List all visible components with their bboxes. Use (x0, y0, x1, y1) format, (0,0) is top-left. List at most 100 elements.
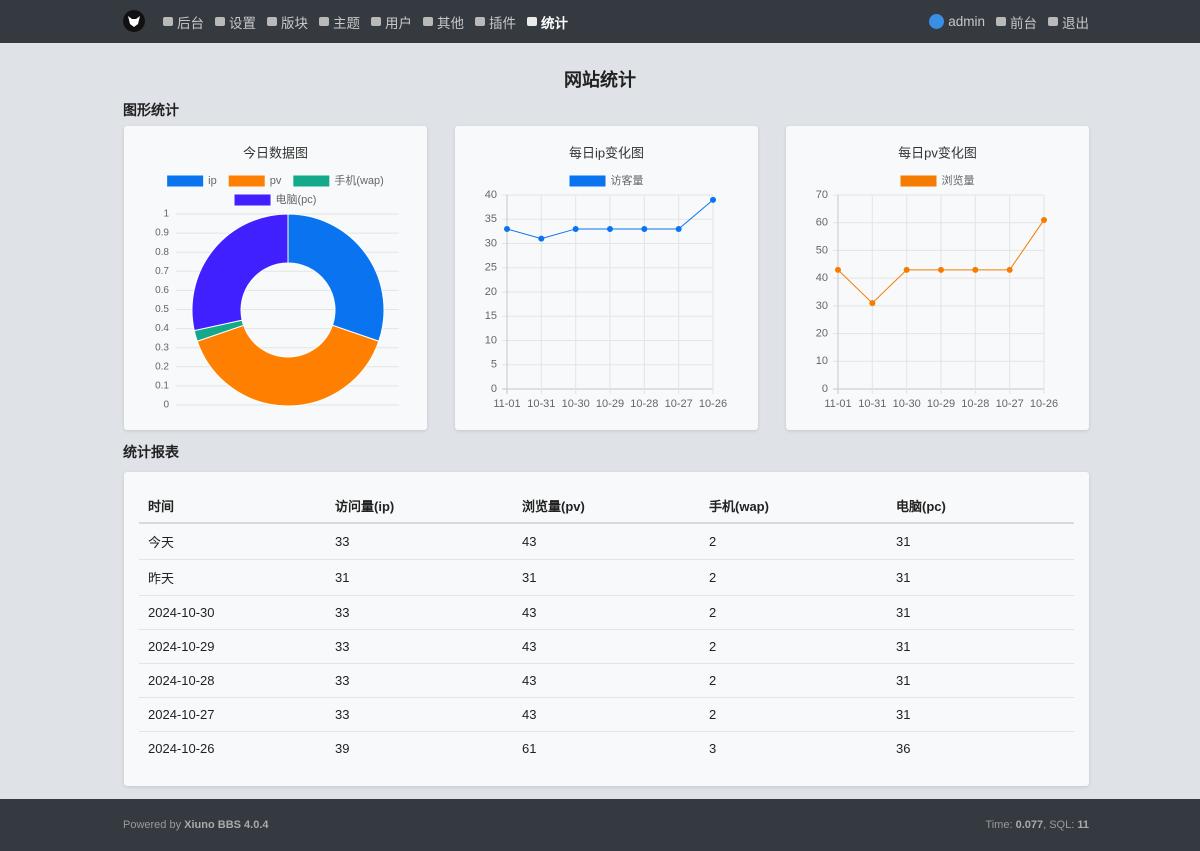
donut-segment (191, 213, 289, 332)
table-row: 2024-10-30 33 43 2 31 (139, 595, 1074, 630)
nav-link[interactable]: admin (929, 14, 985, 29)
x-tick-label: 10-26 (699, 398, 727, 410)
page-title: 网站统计 (564, 70, 636, 90)
nav-link[interactable]: 设置 (215, 12, 256, 32)
nav-link[interactable]: 其他 (423, 12, 464, 32)
data-point (710, 196, 716, 203)
column-header: 电脑(pc) (887, 488, 1074, 524)
table-cell: 36 (896, 741, 911, 756)
y-tick-label: 15 (485, 310, 497, 322)
y-tick-label: 0.3 (155, 342, 169, 353)
table-cell: 33 (326, 629, 513, 664)
table-row: 2024-10-29 33 43 2 31 (139, 629, 1074, 664)
y-tick-label: 0.5 (155, 304, 169, 315)
data-point (938, 266, 944, 273)
legend-swatch (569, 175, 606, 187)
nav-link[interactable]: 统计 (527, 12, 568, 32)
y-tick-label: 70 (816, 189, 828, 201)
nav-link[interactable]: 前台 (996, 12, 1037, 32)
table-cell: 2024-10-28 (139, 663, 326, 698)
nav-link[interactable]: 插件 (475, 12, 516, 32)
nav-right: admin 前台 退出 (918, 0, 1089, 43)
nav-text: 用户 (385, 15, 412, 31)
table-cell: 2 (700, 629, 887, 664)
nav-link[interactable]: 用户 (371, 12, 412, 32)
y-tick-label: 10 (485, 334, 497, 346)
x-tick-label: 10-30 (562, 398, 590, 410)
y-tick-label: 5 (491, 359, 497, 371)
data-point (504, 225, 510, 232)
y-tick-label: 20 (485, 286, 497, 298)
x-tick-label: 11-01 (824, 398, 851, 410)
x-tick-label: 11-01 (493, 398, 520, 410)
table-cell: 31 (887, 523, 1074, 560)
table-cell: 33 (326, 523, 513, 560)
nav-icon (215, 17, 225, 26)
nav-link[interactable]: 退出 (1048, 12, 1089, 32)
table-cell: 31 (326, 559, 513, 596)
nav-text: 插件 (489, 15, 516, 31)
y-tick-label: 0 (491, 383, 497, 395)
x-tick-label: 10-31 (527, 398, 555, 410)
table-row: 今天 33 43 2 31 (139, 523, 1074, 560)
column-header: 访问量(ip) (326, 488, 513, 524)
data-point (675, 225, 682, 232)
y-tick-label: 10 (816, 355, 828, 367)
legend-swatch (167, 175, 204, 187)
table-row: 昨天 31 31 2 31 (139, 559, 1074, 596)
table-card: 时间 访问量(ip) 浏览量(pv) 手机(wap) 电脑(pc) 今天 33 43 2 31 昨天… (124, 472, 1089, 786)
y-tick-label: 40 (816, 272, 828, 284)
data-point (1006, 266, 1013, 273)
chart-card: 每日pv变化图 0 10 20 30 40 50 60 70 11-01 10-31 10-30 10-… (786, 126, 1089, 430)
table-cell: 39 (335, 741, 350, 756)
data-point (607, 225, 613, 232)
time-value: 0.077 (1015, 819, 1044, 831)
nav-link[interactable]: 版块 (267, 12, 308, 32)
y-tick-label: 40 (485, 189, 497, 201)
nav-link[interactable]: 主题 (319, 12, 360, 32)
table-cell: 43 (513, 697, 700, 732)
y-tick-label: 50 (816, 244, 828, 256)
table-row: 2024-10-27 33 43 2 31 (139, 697, 1074, 732)
table-cell: 2024-10-27 (139, 697, 326, 732)
footer: Powered by Xiuno BBS 4.0.4 Time: 0.077, … (0, 799, 1200, 851)
y-tick-label: 0.6 (155, 285, 169, 296)
nav-text: 设置 (229, 15, 256, 31)
table-cell: 3 (709, 741, 717, 756)
y-tick-label: 0.7 (155, 266, 169, 277)
sql-value: 11 (1077, 819, 1089, 831)
legend-swatch (228, 175, 265, 187)
nav-left: 后台 设置 版块 主题 用户 其他 插件 统计 (163, 0, 579, 43)
x-tick-label: 10-31 (858, 398, 886, 410)
sql-label: , SQL: (1043, 819, 1075, 831)
table-cell: 43 (513, 663, 700, 698)
table-body: 今天 33 43 2 31 昨天 31 31 2 31 2024-10-30 33 43 2 31 2024-… (139, 523, 1074, 765)
nav-text: 退出 (1062, 15, 1089, 31)
column-header: 时间 (139, 488, 326, 524)
logo[interactable] (123, 10, 145, 32)
footer-left: Powered by Xiuno BBS 4.0.4 (123, 819, 269, 831)
table-cell: 2024-10-30 (139, 595, 326, 630)
table-cell: 2 (700, 559, 887, 596)
legend-swatch (293, 175, 330, 187)
chart-title: 每日ip变化图 (569, 145, 644, 160)
brand[interactable]: Xiuno BBS 4.0.4 (184, 819, 269, 831)
chart-title: 今日数据图 (243, 145, 308, 160)
data-point (1041, 216, 1047, 223)
stats-table: 时间 访问量(ip) 浏览量(pv) 手机(wap) 电脑(pc) 今天 33 43 2 31 昨天… (139, 488, 1074, 765)
table-cell: 31 (887, 663, 1074, 698)
legend-label: 访客量 (611, 173, 644, 187)
footer-right: Time: 0.077, SQL: 11 (985, 819, 1089, 831)
table-cell: 2 (700, 523, 887, 560)
time-label: Time: (985, 819, 1013, 831)
section-title: 图形统计 (123, 102, 179, 118)
data-point (903, 266, 910, 273)
table-cell: 今天 (139, 523, 326, 560)
nav-text: 统计 (541, 15, 568, 31)
table-cell: 31 (513, 559, 700, 596)
y-tick-label: 25 (485, 262, 497, 274)
table-cell: 33 (326, 595, 513, 630)
column-header: 浏览量(pv) (513, 488, 700, 524)
nav-link[interactable]: 后台 (163, 12, 204, 32)
